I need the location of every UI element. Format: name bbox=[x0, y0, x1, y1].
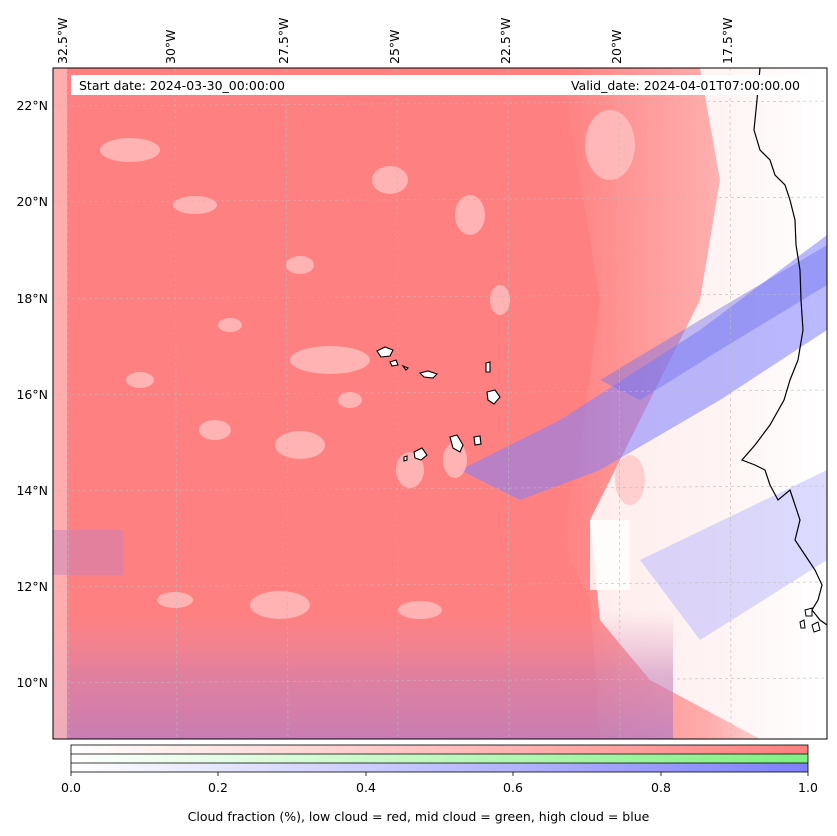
graticule bbox=[53, 68, 827, 739]
cape-verde-islands bbox=[376, 346, 501, 462]
high-cloud-band-core bbox=[600, 245, 827, 400]
colorbar-tick-0-2: 0.2 bbox=[208, 780, 228, 795]
lat-label-22n: 22°N bbox=[16, 98, 48, 113]
coastline-africa bbox=[740, 68, 827, 626]
high-cloud-coast-south bbox=[640, 470, 827, 640]
lon-label-22-5w: 22.5°W bbox=[498, 17, 513, 64]
colorbar-mid-row bbox=[71, 754, 808, 763]
lon-label-27-5w: 27.5°W bbox=[276, 17, 291, 64]
start-date-label: Start date: 2024-03-30_00:00:00 bbox=[79, 78, 285, 93]
mixed-cloud-band-south bbox=[53, 610, 673, 739]
header-info-box bbox=[71, 75, 808, 95]
colorbar-tick-1-0: 1.0 bbox=[798, 780, 818, 795]
lat-label-14n: 14°N bbox=[16, 483, 48, 498]
lat-label-12n: 12°N bbox=[16, 579, 48, 594]
colorbar-high-row bbox=[71, 763, 808, 772]
colorbar-tick-0-4: 0.4 bbox=[356, 780, 376, 795]
colorbar-tick-0-6: 0.6 bbox=[503, 780, 523, 795]
colorbar-tick-marks bbox=[70, 772, 809, 776]
map-panel bbox=[53, 68, 827, 739]
lon-label-17-5w: 17.5°W bbox=[720, 17, 735, 64]
colorbar-tick-0-8: 0.8 bbox=[651, 780, 671, 795]
western-edge-strip bbox=[53, 68, 67, 739]
lat-label-16n: 16°N bbox=[16, 387, 48, 402]
lat-label-20n: 20°N bbox=[16, 194, 48, 209]
lon-label-30w: 30°W bbox=[163, 29, 178, 64]
high-cloud-band bbox=[460, 235, 827, 500]
lon-label-25w: 25°W bbox=[387, 29, 402, 64]
high-cloud-patch-west bbox=[53, 530, 123, 575]
colorbar-tick-0-0: 0.0 bbox=[61, 780, 81, 795]
lat-label-18n: 18°N bbox=[16, 291, 48, 306]
colorbar-caption: Cloud fraction (%), low cloud = red, mid… bbox=[187, 809, 650, 824]
lat-label-10n: 10°N bbox=[16, 675, 48, 690]
colorbar-low-row bbox=[71, 745, 808, 754]
bijagos-islands bbox=[799, 607, 821, 633]
map-frame bbox=[52, 67, 828, 740]
colorbar bbox=[70, 744, 809, 776]
valid-date-label: Valid_date: 2024-04-01T07:00:00.00 bbox=[570, 78, 800, 93]
lon-label-20w: 20°W bbox=[609, 29, 624, 64]
clear-patch-south bbox=[590, 520, 630, 590]
lon-label-32-5w: 32.5°W bbox=[55, 17, 70, 64]
broken-cloud-patches bbox=[100, 110, 645, 619]
